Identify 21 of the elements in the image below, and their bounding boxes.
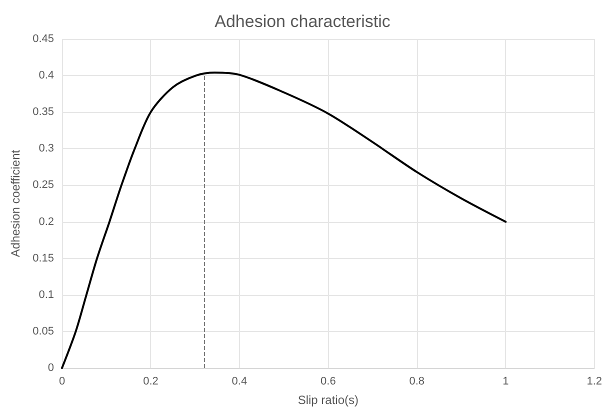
y-tick-label: 0.35 <box>32 106 54 118</box>
y-tick-label: 0.4 <box>38 70 54 82</box>
x-tick-label: 0.8 <box>409 376 425 388</box>
chart-title: Adhesion characteristic <box>214 12 391 31</box>
x-tick-label: 0 <box>58 376 66 388</box>
x-axis-title: Slip ratio(s) <box>298 393 359 407</box>
x-tick-label: 1 <box>502 376 509 388</box>
line-series <box>61 72 507 369</box>
y-tick-label: 0.05 <box>32 325 54 338</box>
x-tick-label: 0.4 <box>232 376 248 388</box>
y-tick-label: 0.2 <box>38 216 54 228</box>
y-tick-label: 0 <box>48 362 54 374</box>
x-tick-label: 1.2 <box>586 376 602 388</box>
y-tick-label: 0.45 <box>32 33 54 45</box>
y-tick-label: 0.3 <box>38 142 54 155</box>
y-tick-label: 0.1 <box>38 288 54 301</box>
y-tick-label: 0.15 <box>32 252 54 264</box>
x-tick-label: 0.6 <box>320 376 336 388</box>
y-axis-title: Adhesion coefficient <box>8 149 23 258</box>
y-tick-label: 0.25 <box>32 179 54 192</box>
x-tick-label: 0.2 <box>143 376 158 388</box>
